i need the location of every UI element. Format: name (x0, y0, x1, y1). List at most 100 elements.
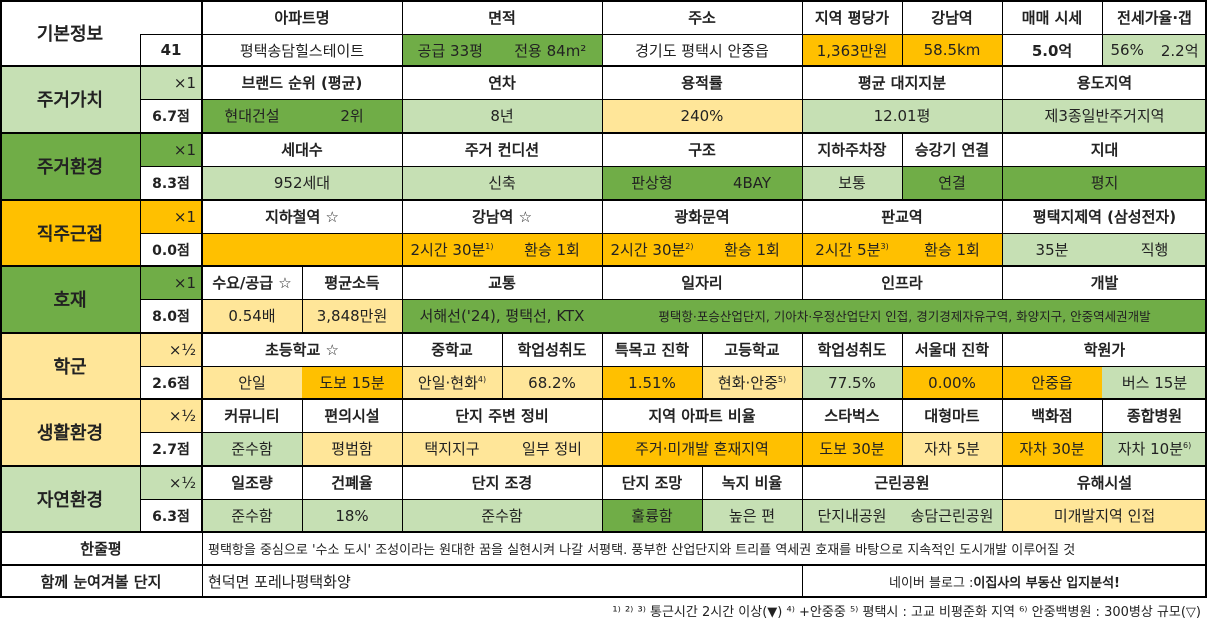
jeonse-ratio-value-part-1: 2.2억 (1160, 41, 1199, 60)
grid-line (0, 0, 2, 598)
section-1-value-1: 신축 (402, 166, 602, 199)
section-4-header-7-text: 학원가 (1083, 341, 1126, 359)
section-5-header-7-text: 종합병원 (1126, 407, 1183, 425)
section-4-name-text: 학군 (53, 357, 87, 378)
section-1-header-1: 주거 컨디션 (402, 133, 602, 166)
section-3-header-4-text: 인프라 (881, 274, 923, 292)
section-2-weight-text: ×1 (173, 207, 196, 226)
section-5-header-3: 지역 아파트 비율 (602, 399, 802, 432)
header-col-2: 주소 (602, 0, 802, 34)
grid-line (0, 531, 1207, 533)
header-col-1: 면적 (402, 0, 602, 34)
address-value: 경기도 평택시 안중읍 (602, 34, 802, 66)
section-1-header-0-text: 세대수 (281, 141, 323, 159)
section-4-header-1: 중학교 (402, 333, 502, 366)
section-2-value-8-text: 환승 1회 (924, 241, 980, 259)
section-4-name: 학군 (0, 333, 140, 399)
section-4-value-6-text: 현화·안중5) (717, 374, 787, 392)
section-0-score: 6.7점 (140, 99, 202, 132)
grid-line (801, 432, 803, 465)
section-2-header-2: 광화문역 (602, 200, 802, 233)
header-col-0-text: 아파트명 (274, 8, 330, 27)
summary-text-text: 평택항을 중심으로 '수소 도시' 조성이라는 원대한 꿈을 실현시켜 나갈 서… (208, 543, 1076, 558)
section-2-score: 0.0점 (140, 233, 202, 266)
grid-line (301, 432, 303, 465)
section-2-value-5: 환승 1회 (702, 233, 802, 266)
section-2-value-9-text: 35분 (1035, 241, 1069, 259)
section-3-score: 8.0점 (140, 299, 202, 332)
section-5-value-5-text: 도보 30분 (819, 440, 885, 458)
section-1-score: 8.3점 (140, 166, 202, 199)
grid-line (801, 233, 803, 266)
section-0-value-1: 2위 (302, 99, 402, 132)
section-0-value-4-text: 12.01평 (873, 107, 931, 125)
section-5-header-1-text: 편의시설 (324, 407, 380, 425)
section-6-header-5: 근린공원 (802, 466, 1002, 499)
grid-line (601, 133, 603, 166)
section-6-value-0-text: 준수함 (231, 507, 273, 525)
grid-line (140, 98, 202, 100)
section-5-value-2-text: 택지지구 (424, 440, 480, 458)
section-2-value-3-text: 2시간 30분2) (610, 241, 694, 259)
basic-info-label-text: 기본정보 (36, 24, 104, 45)
section-6-value-1-text: 18% (335, 506, 369, 525)
section-0-value-3-text: 240% (680, 106, 724, 125)
section-4-header-3-text: 특목고 진학 (614, 341, 690, 359)
section-0-name: 주거가치 (0, 66, 140, 132)
basic-info-count: 41 (140, 34, 202, 66)
section-0-header-1: 연차 (402, 66, 602, 99)
section-6-weight: ×½ (140, 466, 202, 499)
grid-line (601, 66, 603, 99)
section-2-value-0: 2시간 30분1) (402, 233, 502, 266)
grid-line (301, 266, 303, 299)
section-4-value-10: 안중읍 (1002, 366, 1102, 399)
area-value: 공급 33평 전용 84m² (402, 34, 602, 66)
grid-line (1001, 200, 1003, 233)
section-0-value-3: 240% (602, 99, 802, 132)
section-2-header-2-text: 광화문역 (674, 208, 730, 226)
section-5-weight: ×½ (140, 399, 202, 432)
section-1-weight-text: ×1 (173, 140, 196, 159)
section-5-value-4: 주거·미개발 혼재지역 (602, 432, 802, 465)
section-4-header-5: 학업성취도 (802, 333, 902, 366)
section-4-header-2: 학업성취도 (502, 333, 602, 366)
grid-line (0, 398, 1207, 400)
header-col-4: 강남역 (902, 0, 1002, 34)
section-6-value-0: 준수함 (202, 499, 302, 532)
section-3-header-2-text: 교통 (488, 274, 516, 292)
section-0-header-4: 용도지역 (1002, 66, 1207, 99)
grid-line (601, 333, 603, 366)
section-4-value-9-text: 0.00% (928, 373, 976, 392)
section-4-value-1: 도보 15분 (302, 366, 402, 399)
grid-line (1001, 499, 1003, 532)
grid-line (801, 366, 803, 399)
section-0-header-2-text: 용적률 (681, 74, 723, 92)
basic-info-label: 기본정보 (0, 0, 140, 66)
section-1-header-1-text: 주거 컨디션 (464, 141, 540, 159)
section-4-header-6-text: 서울대 진학 (914, 341, 990, 359)
related-value-text: 현덕면 포레나평택화양 (208, 573, 351, 591)
grid-line (401, 299, 403, 332)
section-2-value-10: 직행 (1102, 233, 1207, 266)
grid-line (401, 200, 403, 233)
grid-line (601, 366, 603, 399)
grid-line (801, 166, 803, 199)
grid-line (801, 99, 803, 132)
section-4-value-5-text: 1.51% (628, 373, 676, 392)
grid-line (901, 166, 903, 199)
section-6-header-1: 건폐율 (302, 466, 402, 499)
grid-line (301, 299, 303, 332)
section-0-header-3: 평균 대지지분 (802, 66, 1002, 99)
jeonse-ratio-value-part-0: 56% (1110, 41, 1144, 59)
address-value-text: 경기도 평택시 안중읍 (635, 41, 769, 60)
grid-line (301, 466, 303, 499)
blog-credit: 네이버 블로그 : 이집사의 부동산 입지분석! (802, 565, 1207, 598)
section-0-header-0: 브랜드 순위 (평균) (202, 66, 402, 99)
grid-line (139, 399, 141, 465)
section-6-value-5-text: 단지내공원 (817, 507, 887, 525)
section-2-value-0-text: 2시간 30분1) (410, 241, 494, 259)
section-6-value-2: 준수함 (402, 499, 602, 532)
section-2-name: 직주근접 (0, 200, 140, 266)
section-3-value-2: 서해선('24), 평택선, KTX (402, 299, 602, 332)
grid-line (1001, 466, 1003, 499)
